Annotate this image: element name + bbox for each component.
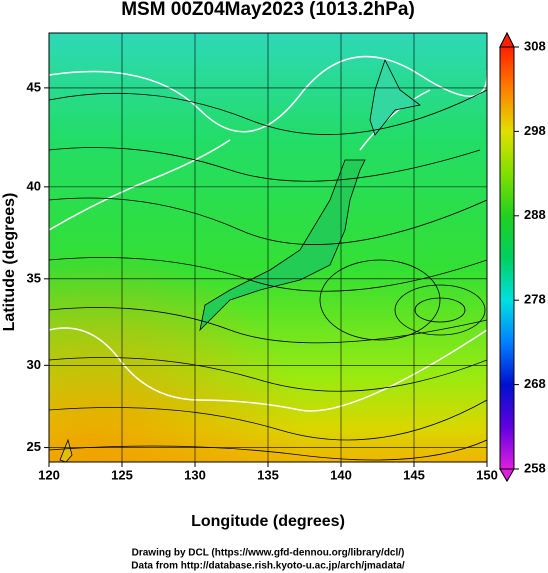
- title: MSM 00Z04May2023 (1013.2hPa): [121, 0, 415, 20]
- y-axis-label: Latitude (degrees): [1, 193, 18, 332]
- colorbar-tick-label: 278: [524, 292, 546, 307]
- x-tick-label: 145: [403, 467, 425, 482]
- y-tick-label: 45: [27, 79, 41, 94]
- colorbar-end-high: [499, 31, 515, 48]
- credit: Drawing by DCL (https://www.gfd-dennou.o…: [132, 548, 405, 559]
- colorbar-tick-label: 258: [524, 460, 546, 475]
- colorbar-tick-label: 298: [524, 123, 546, 138]
- x-tick-label: 140: [330, 467, 352, 482]
- x-tick-label: 130: [184, 467, 206, 482]
- colorbar-tick-label: 308: [524, 38, 546, 53]
- colorbar: [499, 46, 515, 470]
- x-tick-label: 135: [257, 467, 279, 482]
- colorbar-tick-label: 268: [524, 376, 546, 391]
- x-axis-label: Longitude (degrees): [191, 513, 345, 530]
- colorbar-tick-label: 288: [524, 207, 546, 222]
- credit: Data from http://database.rish.kyoto-u.a…: [131, 561, 405, 572]
- y-tick-label: 30: [27, 357, 41, 372]
- x-tick-label: 125: [111, 467, 133, 482]
- y-tick-label: 35: [27, 270, 41, 285]
- x-tick-label: 150: [476, 467, 498, 482]
- y-tick-label: 25: [27, 439, 41, 454]
- x-tick-label: 120: [38, 467, 60, 482]
- colorbar-end-low: [499, 468, 515, 482]
- y-tick-label: 40: [27, 178, 41, 193]
